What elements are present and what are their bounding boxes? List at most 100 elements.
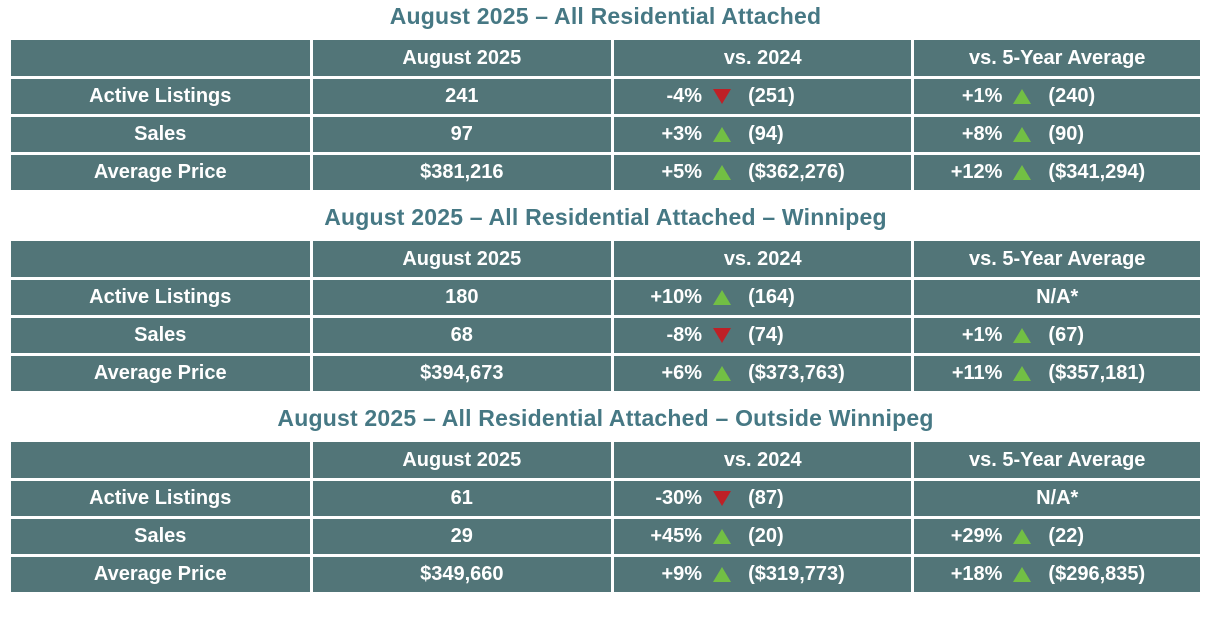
reference-value: ($357,181) bbox=[1048, 362, 1146, 384]
current-value: 97 bbox=[312, 117, 612, 152]
trend-up-icon bbox=[1013, 366, 1032, 381]
reference-value: ($296,835) bbox=[1048, 563, 1146, 585]
table-row-average-price: Average Price $381,216 +5% ($362,276) +1… bbox=[11, 155, 1200, 190]
vs-5yr-cell-na: N/A* bbox=[914, 280, 1200, 315]
vs-5yr-cell-na: N/A* bbox=[914, 481, 1200, 516]
table-row-sales: Sales 29 +45% (20) +29% (22) bbox=[11, 519, 1200, 554]
reference-value: (87) bbox=[748, 487, 784, 509]
trend-up-icon bbox=[713, 165, 732, 180]
reference-value: (74) bbox=[748, 324, 784, 346]
vs-5yr-cell: +18% ($296,835) bbox=[914, 557, 1200, 592]
current-value: 68 bbox=[312, 318, 612, 353]
trend-up-icon bbox=[713, 366, 732, 381]
reference-value: (251) bbox=[748, 85, 795, 107]
vs-5yr-cell: +29% (22) bbox=[914, 519, 1200, 554]
trend-up-icon bbox=[1013, 567, 1032, 582]
reference-value: ($362,276) bbox=[748, 161, 845, 183]
trend-up-icon bbox=[1013, 89, 1032, 104]
change-percent: +12% bbox=[950, 161, 1003, 183]
row-label: Sales bbox=[11, 318, 310, 353]
trend-up-icon bbox=[713, 529, 732, 544]
row-label: Sales bbox=[11, 519, 310, 554]
trend-up-icon bbox=[1013, 127, 1032, 142]
header-vs-5yr: vs. 5-Year Average bbox=[914, 241, 1200, 277]
vs-2024-cell: -30% (87) bbox=[614, 481, 912, 516]
header-blank-cell bbox=[11, 40, 310, 76]
reference-value: ($319,773) bbox=[748, 563, 845, 585]
change-percent: +18% bbox=[950, 563, 1003, 585]
change-percent: +1% bbox=[961, 324, 1003, 346]
report-section-winnipeg: August 2025 – All Residential Attached –… bbox=[8, 203, 1203, 394]
table-row-sales: Sales 97 +3% (94) +8% (90) bbox=[11, 117, 1200, 152]
vs-2024-cell: -8% (74) bbox=[614, 318, 912, 353]
vs-2024-cell: +9% ($319,773) bbox=[614, 557, 912, 592]
trend-up-icon bbox=[713, 290, 732, 305]
header-vs-5yr: vs. 5-Year Average bbox=[914, 40, 1200, 76]
report-section-outside-winnipeg: August 2025 – All Residential Attached –… bbox=[8, 404, 1203, 595]
trend-up-icon bbox=[1013, 328, 1032, 343]
change-percent: +1% bbox=[961, 85, 1003, 107]
table-row-average-price: Average Price $349,660 +9% ($319,773) +1… bbox=[11, 557, 1200, 592]
change-percent: +11% bbox=[951, 362, 1003, 384]
header-row: August 2025 vs. 2024 vs. 5-Year Average bbox=[11, 442, 1200, 478]
reference-value: (90) bbox=[1048, 123, 1084, 145]
row-label: Average Price bbox=[11, 155, 310, 190]
table-row-average-price: Average Price $394,673 +6% ($373,763) +1… bbox=[11, 356, 1200, 391]
trend-up-icon bbox=[1013, 529, 1032, 544]
trend-down-icon bbox=[713, 89, 732, 104]
row-label: Active Listings bbox=[11, 280, 310, 315]
change-percent: +45% bbox=[650, 525, 703, 547]
row-label: Active Listings bbox=[11, 481, 310, 516]
change-percent: -8% bbox=[666, 324, 703, 346]
report-section-all-residential-attached: August 2025 – All Residential Attached A… bbox=[8, 2, 1203, 193]
header-current-month: August 2025 bbox=[312, 241, 612, 277]
current-value: 61 bbox=[312, 481, 612, 516]
vs-2024-cell: +3% (94) bbox=[614, 117, 912, 152]
change-percent: -30% bbox=[655, 487, 703, 509]
reference-value: (22) bbox=[1048, 525, 1084, 547]
current-value: 180 bbox=[312, 280, 612, 315]
market-report-page: August 2025 – All Residential Attached A… bbox=[0, 2, 1211, 595]
header-row: August 2025 vs. 2024 vs. 5-Year Average bbox=[11, 241, 1200, 277]
header-blank-cell bbox=[11, 241, 310, 277]
table-title: August 2025 – All Residential Attached –… bbox=[324, 204, 887, 230]
row-label: Average Price bbox=[11, 557, 310, 592]
vs-2024-cell: +10% (164) bbox=[614, 280, 912, 315]
vs-5yr-cell: +11% ($357,181) bbox=[914, 356, 1200, 391]
stats-table: August 2025 vs. 2024 vs. 5-Year Average … bbox=[8, 238, 1203, 394]
trend-down-icon bbox=[713, 328, 732, 343]
change-percent: +29% bbox=[950, 525, 1003, 547]
trend-up-icon bbox=[1013, 165, 1032, 180]
change-percent: +6% bbox=[661, 362, 703, 384]
table-row-active-listings: Active Listings 241 -4% (251) +1% (240) bbox=[11, 79, 1200, 114]
current-value: $381,216 bbox=[312, 155, 612, 190]
reference-value: ($373,763) bbox=[748, 362, 845, 384]
row-label: Active Listings bbox=[11, 79, 310, 114]
vs-5yr-cell: +1% (67) bbox=[914, 318, 1200, 353]
header-current-month: August 2025 bbox=[312, 40, 612, 76]
vs-2024-cell: -4% (251) bbox=[614, 79, 912, 114]
reference-value: (20) bbox=[748, 525, 784, 547]
header-vs-2024: vs. 2024 bbox=[614, 442, 912, 478]
header-vs-5yr: vs. 5-Year Average bbox=[914, 442, 1200, 478]
header-row: August 2025 vs. 2024 vs. 5-Year Average bbox=[11, 40, 1200, 76]
header-vs-2024: vs. 2024 bbox=[614, 241, 912, 277]
table-row-sales: Sales 68 -8% (74) +1% (67) bbox=[11, 318, 1200, 353]
vs-5yr-cell: +8% (90) bbox=[914, 117, 1200, 152]
stats-table: August 2025 vs. 2024 vs. 5-Year Average … bbox=[8, 439, 1203, 595]
change-percent: +5% bbox=[661, 161, 703, 183]
current-value: $394,673 bbox=[312, 356, 612, 391]
change-percent: -4% bbox=[666, 85, 703, 107]
vs-5yr-cell: +12% ($341,294) bbox=[914, 155, 1200, 190]
change-percent: +3% bbox=[661, 123, 703, 145]
header-vs-2024: vs. 2024 bbox=[614, 40, 912, 76]
change-percent: +10% bbox=[650, 286, 703, 308]
change-percent: +9% bbox=[661, 563, 703, 585]
reference-value: (164) bbox=[748, 286, 795, 308]
header-blank-cell bbox=[11, 442, 310, 478]
reference-value: ($341,294) bbox=[1048, 161, 1146, 183]
table-row-active-listings: Active Listings 61 -30% (87) N/A* bbox=[11, 481, 1200, 516]
reference-value: (240) bbox=[1048, 85, 1096, 107]
row-label: Average Price bbox=[11, 356, 310, 391]
trend-up-icon bbox=[713, 567, 732, 582]
